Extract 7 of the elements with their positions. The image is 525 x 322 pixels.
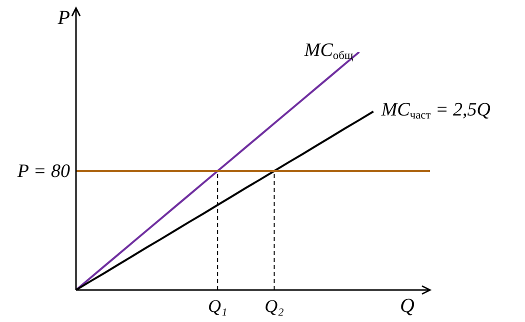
series-label: P = 80 [16,161,70,182]
series-label: MC$_{общ}$ [303,40,354,62]
x-tick-label: Q₂ [264,296,284,316]
series-label: MC$_{част}$ = 2,5Q [380,100,491,122]
x-tick-label: Q₁ [208,296,228,316]
x-axis-title: Q [400,295,415,317]
y-axis-title: P [56,7,70,29]
